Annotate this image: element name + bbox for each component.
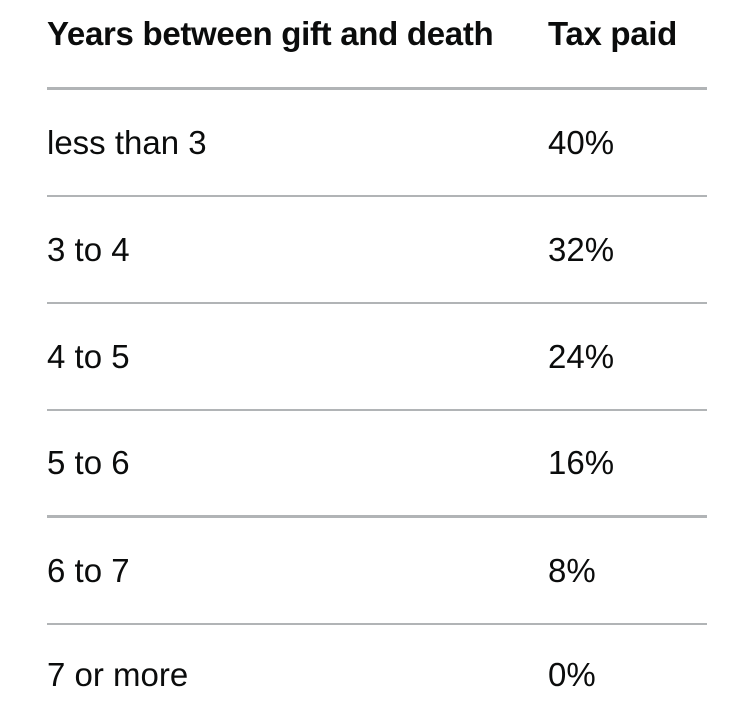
cell-years: 7 or more bbox=[47, 656, 189, 693]
cell-years: 3 to 4 bbox=[47, 230, 130, 268]
cell-years: 4 to 5 bbox=[47, 337, 130, 375]
cell-years: less than 3 bbox=[47, 123, 207, 161]
cell-years: 5 to 6 bbox=[47, 444, 130, 481]
header-tax-paid: Tax paid bbox=[548, 14, 678, 52]
cell-tax-paid: 16% bbox=[548, 444, 615, 481]
table-row: 6 to 7 8% bbox=[47, 518, 707, 625]
table-header-row: Years between gift and death Tax paid bbox=[47, 0, 707, 90]
table-row: 4 to 5 24% bbox=[47, 304, 707, 411]
table-row: 3 to 4 32% bbox=[47, 197, 707, 304]
cell-years: 6 to 7 bbox=[47, 551, 130, 589]
cell-tax-paid: 24% bbox=[548, 337, 615, 375]
cell-tax-paid: 32% bbox=[548, 230, 615, 268]
header-years: Years between gift and death bbox=[47, 14, 494, 52]
cell-tax-paid: 0% bbox=[548, 656, 596, 693]
table-row: 7 or more 0% bbox=[47, 625, 707, 725]
cell-tax-paid: 8% bbox=[548, 551, 596, 589]
taper-relief-table: Years between gift and death Tax paid le… bbox=[47, 0, 707, 725]
table-row: 5 to 6 16% bbox=[47, 411, 707, 518]
cell-tax-paid: 40% bbox=[548, 123, 615, 161]
table-row: less than 3 40% bbox=[47, 90, 707, 197]
